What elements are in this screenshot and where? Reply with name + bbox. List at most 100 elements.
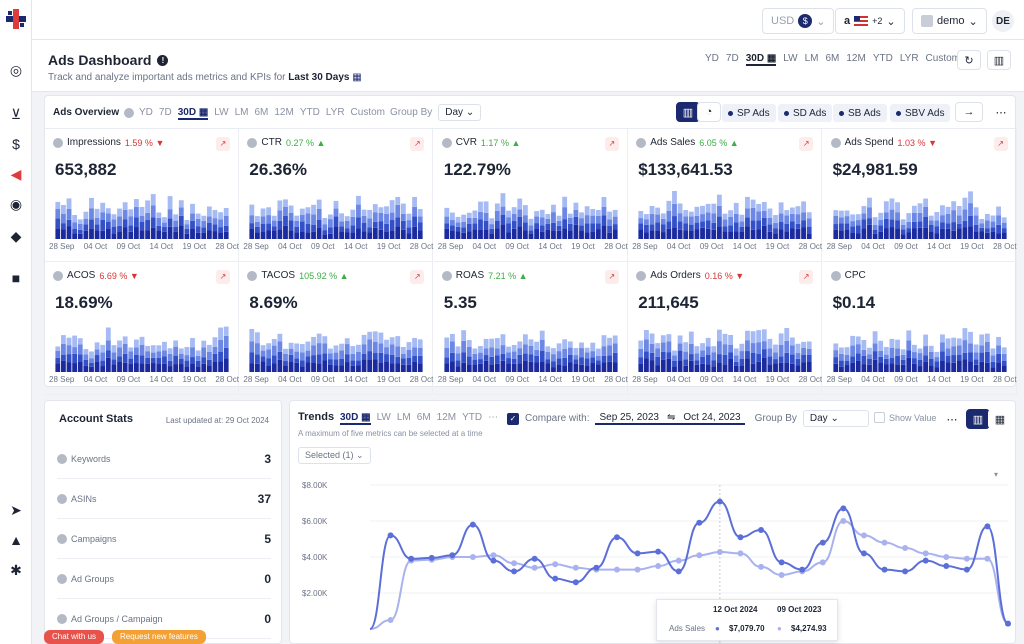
series-point[interactable]	[737, 534, 744, 541]
series-point[interactable]	[716, 549, 723, 556]
metric-card[interactable]: Ads Spend 1.03 % ▼ ↗ $24,981.59 28 Sep 04 Oct…	[822, 129, 1017, 262]
chat-button[interactable]: Chat with us	[44, 630, 105, 644]
range-tab[interactable]: YTD	[462, 412, 483, 423]
trend-icon[interactable]: ↗	[216, 270, 230, 284]
series-point[interactable]	[613, 534, 620, 541]
series-point[interactable]	[655, 548, 662, 555]
range-tab-active[interactable]: 30D ▦	[745, 53, 777, 66]
series-point[interactable]	[716, 498, 723, 505]
range-tab-active[interactable]: 30D ▦	[340, 412, 371, 425]
table-toggle[interactable]: ▦	[988, 409, 1012, 429]
settings-icon[interactable]: ✱	[10, 562, 22, 578]
request-features-button[interactable]: Request new features	[112, 630, 206, 644]
metric-card[interactable]: CTR 0.27 % ▲ ↗ 26.36% 28 Sep 04 Oct 09 Oct 14 O…	[239, 129, 434, 262]
info-icon[interactable]: !	[157, 54, 169, 66]
series-point[interactable]	[881, 539, 888, 546]
series-point[interactable]	[634, 566, 641, 573]
range-tab[interactable]: YD	[705, 53, 719, 64]
series-point[interactable]	[696, 519, 703, 526]
series-point[interactable]	[758, 527, 765, 533]
metric-card[interactable]: Ads Sales 6.05 % ▲ ↗ $133,641.53 28 Sep 04 Oc…	[628, 129, 823, 262]
marketplace-select[interactable]: a +2 ⌄	[835, 8, 905, 34]
series-point[interactable]	[860, 550, 867, 557]
series-point[interactable]	[408, 555, 415, 562]
series-point[interactable]	[799, 566, 806, 573]
series-point[interactable]	[902, 568, 909, 575]
compare-checkbox[interactable]: ✓	[507, 412, 519, 425]
series-point[interactable]	[572, 579, 579, 586]
series-point[interactable]	[613, 566, 620, 573]
info-icon[interactable]	[830, 137, 841, 148]
info-icon[interactable]	[53, 270, 63, 281]
refresh-button[interactable]: ↻	[957, 50, 981, 70]
group-by-select[interactable]: Day ⌄	[802, 410, 869, 427]
info-icon[interactable]	[830, 270, 841, 281]
sp-ads-filter[interactable]: SP Ads	[722, 104, 776, 122]
metric-card[interactable]: TACOS 105.92 % ▲ ↗ 8.69% 28 Sep 04 Oct 09 Oct 1…	[239, 262, 434, 395]
series-point[interactable]	[552, 575, 559, 582]
pie-chart-toggle[interactable]: ◔	[697, 102, 721, 122]
series-point[interactable]	[984, 555, 991, 562]
series-point[interactable]	[984, 523, 991, 530]
series-point[interactable]	[469, 554, 476, 560]
info-icon[interactable]	[636, 137, 647, 148]
trend-icon[interactable]: ↗	[993, 137, 1008, 151]
series-point[interactable]	[922, 550, 929, 557]
trend-icon[interactable]: ↗	[410, 270, 425, 284]
range-tab[interactable]: Custom	[350, 107, 385, 118]
dollar-icon[interactable]: $	[12, 136, 20, 152]
series-point[interactable]	[531, 564, 538, 571]
series-point[interactable]	[449, 552, 456, 559]
range-tab-active[interactable]: 30D ▦	[177, 107, 209, 120]
series-point[interactable]	[490, 552, 497, 559]
metric-card[interactable]: ACOS 6.69 % ▼ ↗ 18.69% 28 Sep 04 Oct 09 Oct 14 …	[45, 262, 239, 395]
series-point[interactable]	[387, 532, 394, 539]
range-tab[interactable]: 7D	[725, 53, 739, 64]
group-by-select[interactable]: Day ⌄	[438, 104, 482, 121]
avatar[interactable]: DE	[992, 10, 1014, 32]
more-button[interactable]: ⋯	[940, 409, 964, 429]
range-tab[interactable]: YTD	[299, 107, 320, 118]
trend-icon[interactable]: ↗	[799, 137, 814, 151]
dashboard-icon[interactable]: ◎	[9, 62, 23, 78]
series-point[interactable]	[572, 564, 579, 571]
series-point[interactable]	[634, 550, 641, 557]
series-point[interactable]	[778, 572, 785, 578]
info-icon[interactable]	[636, 270, 647, 281]
more-button[interactable]: ⋯	[989, 102, 1013, 122]
range-tab[interactable]: 6M	[825, 53, 840, 64]
series-point[interactable]	[469, 521, 476, 528]
sb-ads-filter[interactable]: SB Ads	[833, 104, 887, 122]
range-tab[interactable]: LYR	[899, 53, 919, 64]
range-tab[interactable]: LM	[234, 107, 249, 118]
next-arrow-button[interactable]: →	[955, 102, 983, 122]
series-point[interactable]	[737, 550, 744, 557]
show-value-checkbox[interactable]	[874, 412, 885, 423]
series-point[interactable]	[593, 564, 600, 571]
cart-icon[interactable]: ⊻	[10, 106, 22, 122]
series-point[interactable]	[963, 555, 970, 562]
info-icon[interactable]	[441, 270, 452, 281]
trend-icon[interactable]: ↗	[799, 270, 814, 284]
range-tab[interactable]: LW	[783, 53, 798, 64]
range-tab[interactable]: LM	[804, 53, 819, 64]
metric-card[interactable]: Ads Orders 0.16 % ▼ ↗ 211,645 28 Sep 04 Oct 09…	[628, 262, 823, 395]
series-point[interactable]	[963, 566, 970, 573]
series-point[interactable]	[511, 568, 518, 575]
app-logo[interactable]	[5, 8, 27, 30]
series-point[interactable]	[819, 539, 826, 546]
series-point[interactable]	[943, 554, 950, 560]
range-tab[interactable]: 12M	[846, 53, 866, 64]
series-point[interactable]	[490, 557, 497, 564]
more-icon[interactable]: ⋯	[488, 412, 499, 423]
series-point[interactable]	[840, 505, 847, 512]
line-chart-toggle[interactable]: ▥	[966, 409, 990, 429]
range-tab[interactable]: 7D	[158, 107, 172, 118]
metric-card[interactable]: ROAS 7.21 % ▲ ↗ 5.35 28 Sep 04 Oct 09 Oct 14 Oc…	[433, 262, 628, 395]
analytics-icon[interactable]: ◆	[10, 228, 22, 244]
series-point[interactable]	[881, 566, 888, 573]
series-point[interactable]	[655, 563, 662, 569]
collapse-icon[interactable]: ▾	[994, 470, 998, 479]
trend-icon[interactable]: ↗	[604, 270, 619, 284]
sbv-ads-filter[interactable]: SBV Ads	[890, 104, 951, 122]
